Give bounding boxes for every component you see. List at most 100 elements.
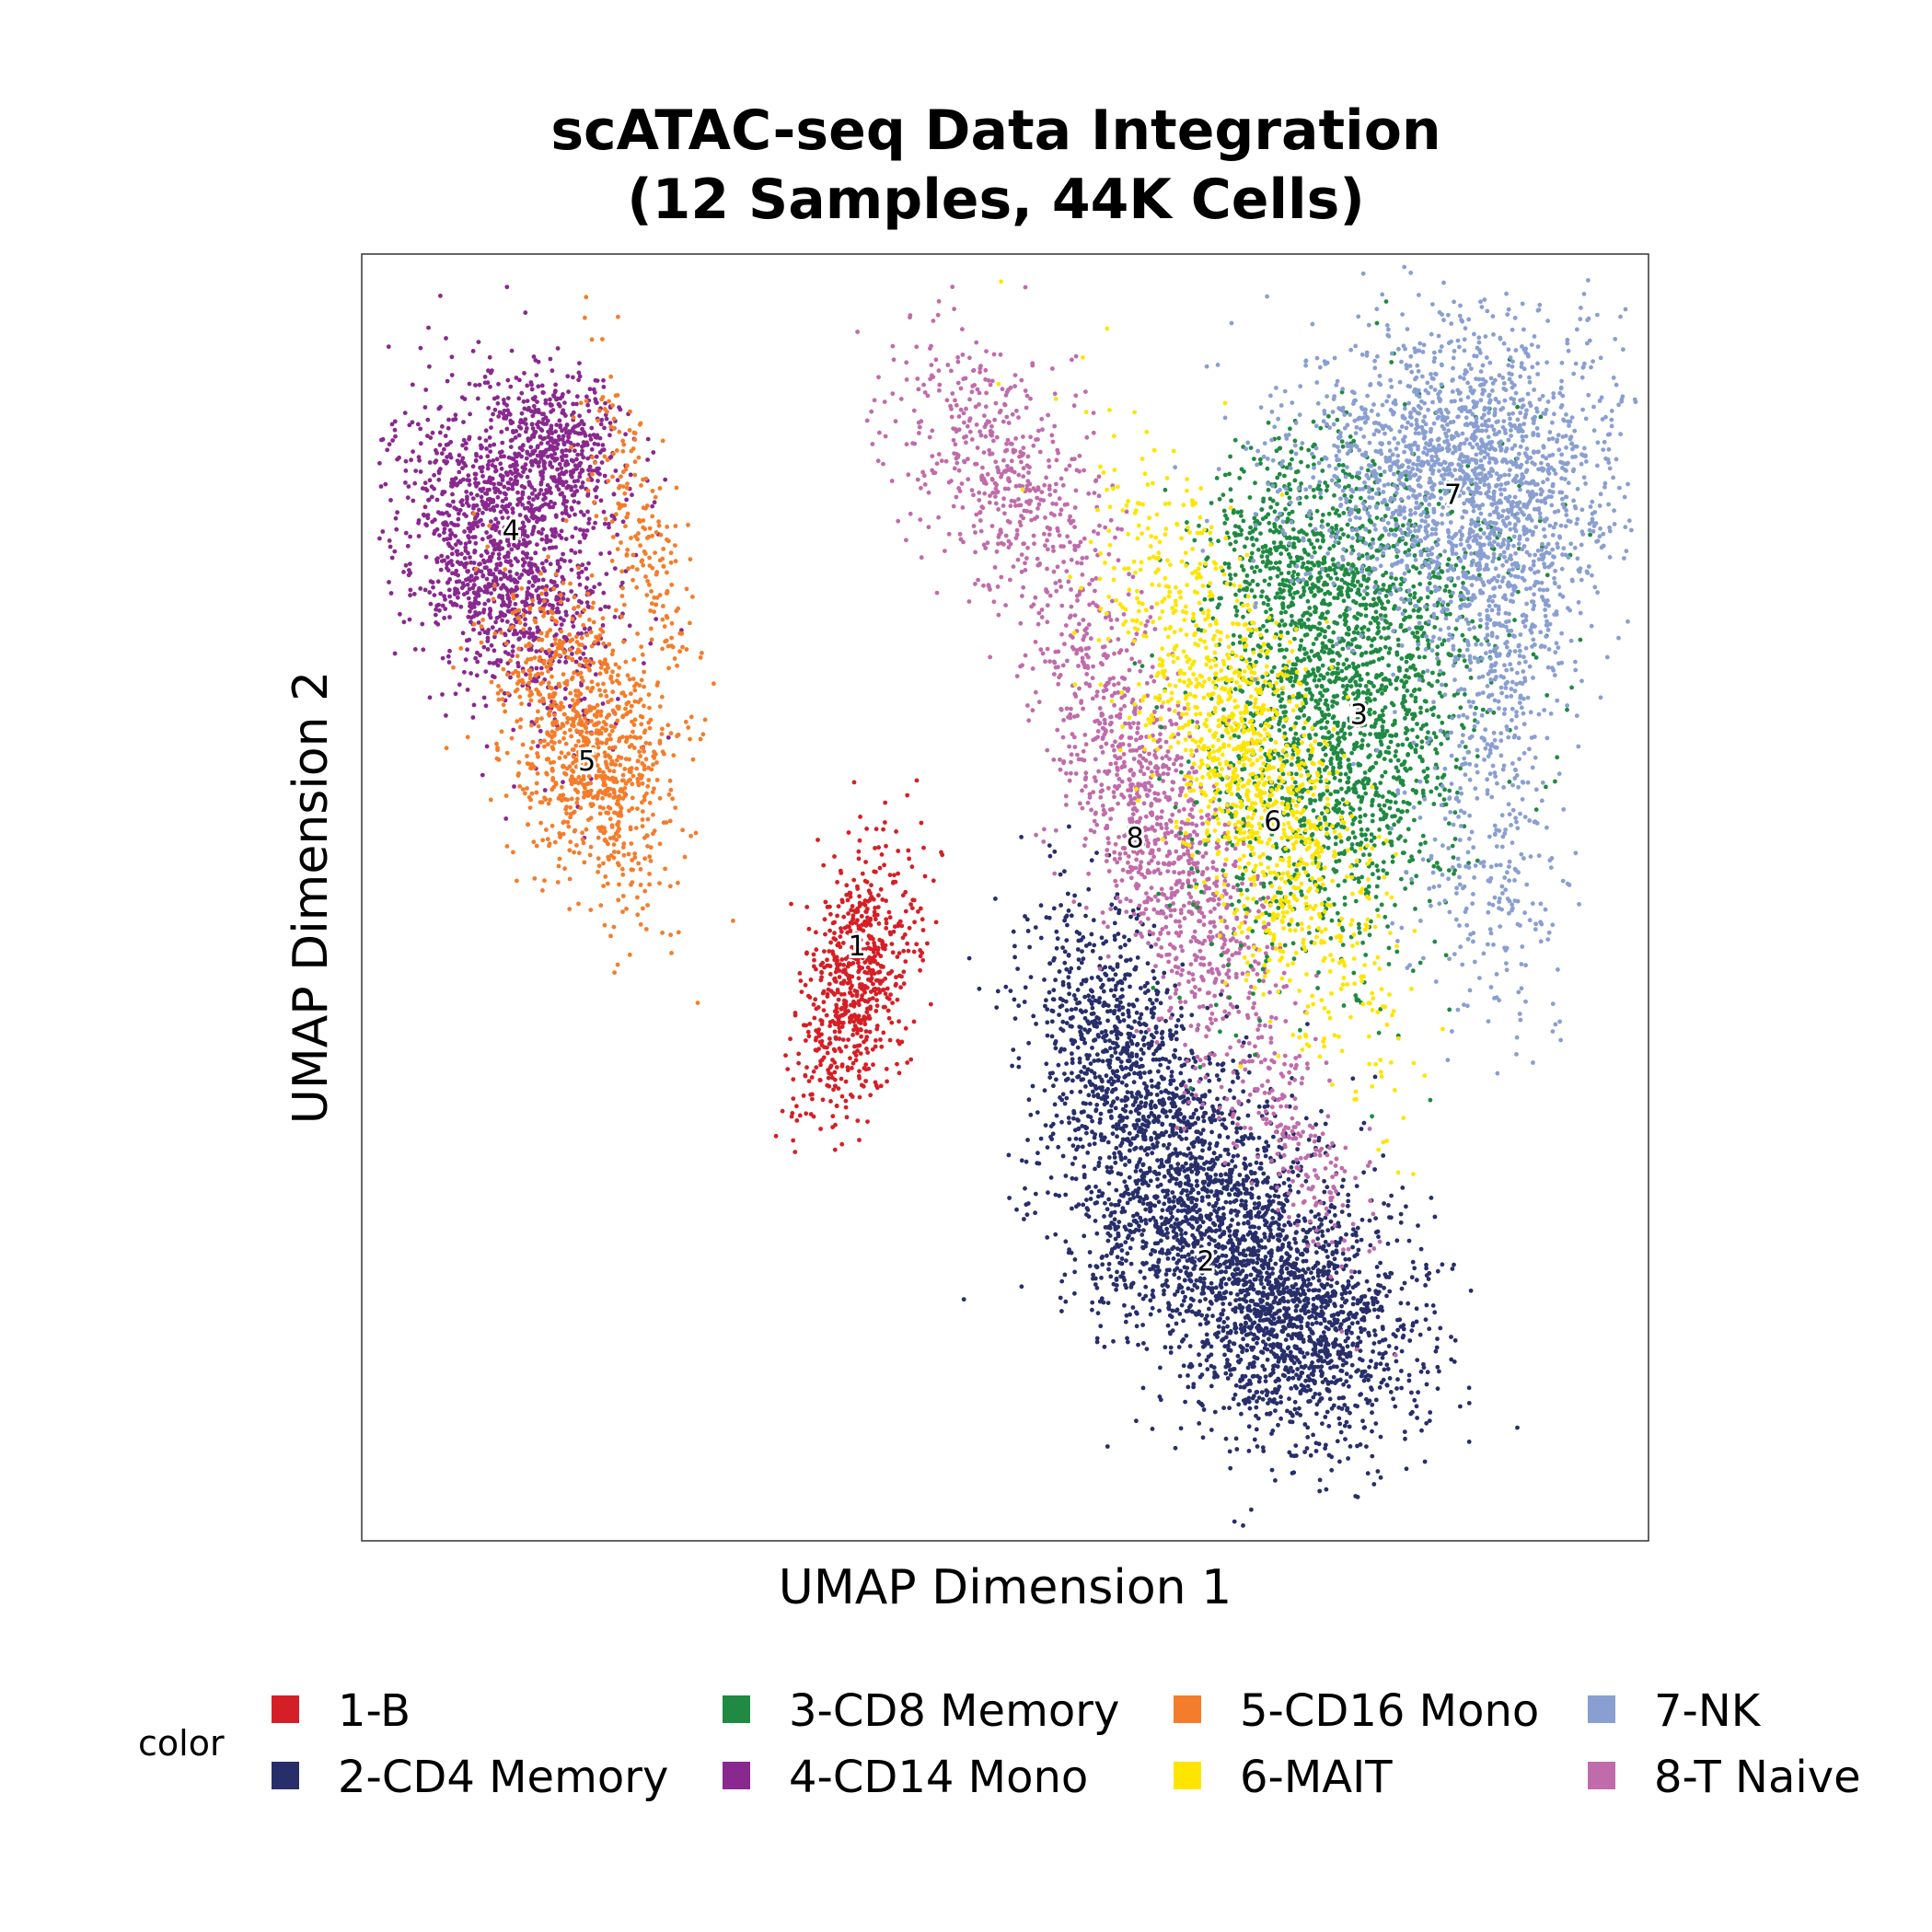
scatter-point <box>1320 1233 1325 1238</box>
scatter-point <box>1311 1302 1316 1308</box>
scatter-point <box>1090 1005 1095 1011</box>
scatter-point <box>1228 1177 1233 1183</box>
scatter-point <box>1114 1041 1118 1047</box>
scatter-point <box>1085 1067 1091 1072</box>
scatter-point <box>1174 987 1179 992</box>
scatter-point <box>1138 668 1143 674</box>
scatter-point <box>1133 932 1139 938</box>
scatter-point <box>1415 1416 1419 1420</box>
scatter-point <box>1106 1155 1112 1160</box>
scatter-point <box>1140 872 1144 877</box>
scatter-point <box>1114 1187 1119 1193</box>
scatter-point <box>1186 891 1192 897</box>
scatter-point <box>966 955 972 961</box>
scatter-point <box>1227 1339 1232 1345</box>
scatter-point <box>1255 1235 1260 1241</box>
scatter-point <box>1115 896 1120 900</box>
scatter-point <box>1142 1148 1148 1153</box>
scatter-point <box>1183 1181 1188 1186</box>
scatter-point <box>1128 768 1134 772</box>
scatter-point <box>1243 1059 1248 1065</box>
scatter-point <box>1094 1231 1100 1236</box>
scatter-point <box>1241 1181 1245 1186</box>
scatter-point <box>1317 1269 1323 1274</box>
scatter-point <box>1089 976 1094 980</box>
scatter-point <box>1169 1165 1174 1171</box>
scatter-point <box>1151 1014 1155 1020</box>
scatter-point <box>1373 1421 1379 1426</box>
scatter-point <box>1040 651 1046 656</box>
scatter-point <box>1224 924 1230 930</box>
scatter-point <box>1105 1301 1111 1305</box>
scatter-point <box>1171 1053 1176 1058</box>
scatter-point <box>1098 1133 1104 1139</box>
scatter-point <box>1131 721 1136 725</box>
scatter-point <box>1186 1364 1192 1370</box>
scatter-point <box>1075 1045 1081 1050</box>
scatter-point <box>1296 1316 1301 1322</box>
scatter-point <box>1326 1424 1332 1429</box>
scatter-point <box>1208 1016 1213 1022</box>
scatter-point <box>1252 1359 1256 1365</box>
scatter-point <box>1190 1232 1195 1238</box>
scatter-point <box>1082 1064 1087 1070</box>
scatter-point <box>1301 1258 1306 1264</box>
scatter-point <box>1290 1413 1295 1418</box>
scatter-point <box>1110 1247 1115 1252</box>
scatter-point <box>1183 1214 1188 1220</box>
scatter-point <box>1092 818 1097 824</box>
scatter-point <box>1195 1285 1200 1290</box>
scatter-point <box>995 989 1001 994</box>
scatter-point <box>1063 1174 1069 1178</box>
scatter-point <box>1070 1078 1075 1083</box>
scatter-point <box>1156 937 1161 942</box>
scatter-point <box>1246 1070 1252 1075</box>
scatter-point <box>1232 1309 1238 1314</box>
scatter-point <box>1236 1099 1242 1105</box>
scatter-point <box>1113 906 1118 911</box>
scatter-point <box>1258 1161 1264 1166</box>
scatter-point <box>1424 1302 1429 1308</box>
scatter-point <box>1116 1231 1121 1236</box>
scatter-point <box>1077 686 1082 691</box>
scatter-point <box>1370 1402 1375 1407</box>
scatter-point <box>1297 1054 1302 1059</box>
scatter-point <box>1111 1338 1116 1344</box>
scatter-point <box>1075 1001 1080 1006</box>
scatter-point <box>1197 1155 1202 1160</box>
scatter-point <box>1127 1174 1132 1180</box>
scatter-point <box>1314 1411 1319 1417</box>
scatter-point <box>1128 957 1133 962</box>
scatter-point <box>1269 1467 1275 1473</box>
scatter-point <box>1284 984 1290 989</box>
scatter-point <box>1174 1036 1179 1042</box>
scatter-point <box>1060 982 1066 988</box>
scatter-point <box>1378 1361 1383 1367</box>
scatter-point <box>1406 1378 1412 1383</box>
scatter-point <box>1268 1035 1274 1041</box>
scatter-point <box>1322 1285 1326 1290</box>
scatter-point <box>1044 1061 1049 1067</box>
scatter-point <box>1020 594 1024 598</box>
scatter-point <box>1105 1018 1110 1024</box>
scatter-point <box>1361 1425 1367 1430</box>
scatter-point <box>1321 1272 1326 1278</box>
scatter-point <box>1106 1197 1111 1202</box>
scatter-point <box>1062 949 1068 954</box>
scatter-point <box>1348 1374 1353 1380</box>
scatter-point <box>1261 1285 1267 1290</box>
scatter-point <box>1112 1024 1117 1029</box>
scatter-point <box>1259 1083 1265 1088</box>
scatter-point <box>1216 1255 1221 1260</box>
scatter-point <box>1203 850 1209 856</box>
scatter-point <box>1209 1280 1214 1286</box>
scatter-point <box>1232 1192 1238 1197</box>
scatter-point <box>1101 920 1106 925</box>
scatter-point <box>1209 1383 1214 1389</box>
scatter-point <box>1302 1311 1308 1316</box>
scatter-point <box>1338 1322 1344 1326</box>
scatter-point <box>1138 920 1143 925</box>
scatter-point <box>1047 853 1053 859</box>
scatter-point <box>1306 1137 1312 1142</box>
scatter-point <box>1255 1154 1260 1160</box>
